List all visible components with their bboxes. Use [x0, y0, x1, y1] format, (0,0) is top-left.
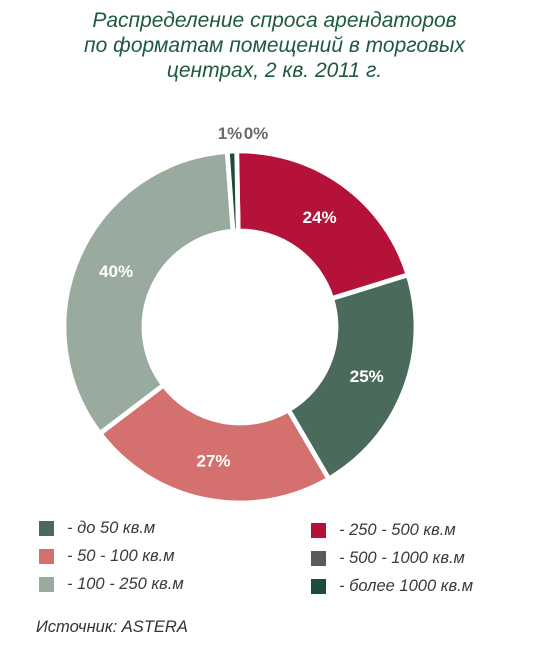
- title-line-1: Распределение спроса арендаторов: [92, 9, 457, 32]
- slice-label-500-1000-кв-м: 0%: [244, 124, 269, 143]
- slice-label-до-50-кв-м: 25%: [350, 367, 384, 386]
- title-line-3: центрах, 2 кв. 2011 г.: [166, 59, 383, 82]
- slice-более-1000-кв-м: [224, 148, 241, 234]
- legend-swatch: [39, 521, 54, 536]
- legend-label: - 500 - 1000 кв.м: [339, 549, 465, 567]
- slice-50-100-кв-м: [96, 381, 333, 506]
- slice-250-500-кв-м: [234, 148, 412, 302]
- legend-label: - 50 - 100 кв.м: [67, 547, 175, 565]
- legend-label: - более 1000 кв.м: [339, 577, 474, 595]
- slice-label-50-100-кв-м: 27%: [196, 451, 230, 470]
- title-line-2: по форматам помещений в торговых: [84, 34, 465, 57]
- slice-label-250-500-кв-м: 24%: [303, 208, 337, 227]
- source-note: Источник: ASTERA: [36, 618, 188, 636]
- slice-100-250-кв-м: [61, 148, 236, 437]
- legend-label: - до 50 кв.м: [67, 519, 156, 537]
- legend-label: - 250 - 500 кв.м: [339, 521, 456, 539]
- slice-label-100-250-кв-м: 40%: [99, 262, 133, 281]
- legend-swatch: [311, 551, 326, 566]
- donut-chart: 24% 25% 27% 40% 0%1%: [61, 124, 419, 506]
- slice-label-более-1000-кв-м: 1%: [218, 124, 243, 143]
- slice-до-50-кв-м: [285, 271, 419, 483]
- legend-swatch: [311, 579, 326, 594]
- legend-swatch: [311, 523, 326, 538]
- legend-swatch: [39, 549, 54, 564]
- chart-title: Распределение спроса арендаторов по форм…: [0, 8, 549, 83]
- legend-swatch: [39, 577, 54, 592]
- legend-label: - 100 - 250 кв.м: [67, 575, 184, 593]
